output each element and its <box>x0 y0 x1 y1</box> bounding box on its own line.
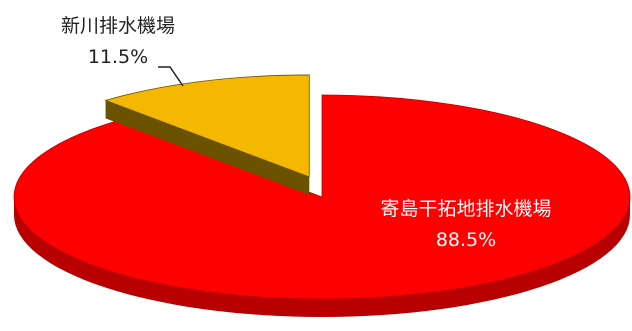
slice-label-yorishima: 寄島干拓地排水機場 <box>380 198 551 220</box>
pie-slice-1 <box>104 74 310 195</box>
pie-slice-wall-1 <box>105 100 310 195</box>
slice-value-yorishima: 88.5% <box>436 229 496 251</box>
pie-slice-top-0 <box>13 94 631 300</box>
leader-line <box>158 66 184 87</box>
slices-layer <box>13 74 631 317</box>
slice-value-shinkawa: 11.5% <box>88 46 148 68</box>
pie-slice-top-1 <box>104 74 310 178</box>
pie-slice-0 <box>13 94 631 317</box>
slice-label-shinkawa: 新川排水機場 <box>61 15 175 37</box>
pie-slice-side-0 <box>14 197 630 317</box>
